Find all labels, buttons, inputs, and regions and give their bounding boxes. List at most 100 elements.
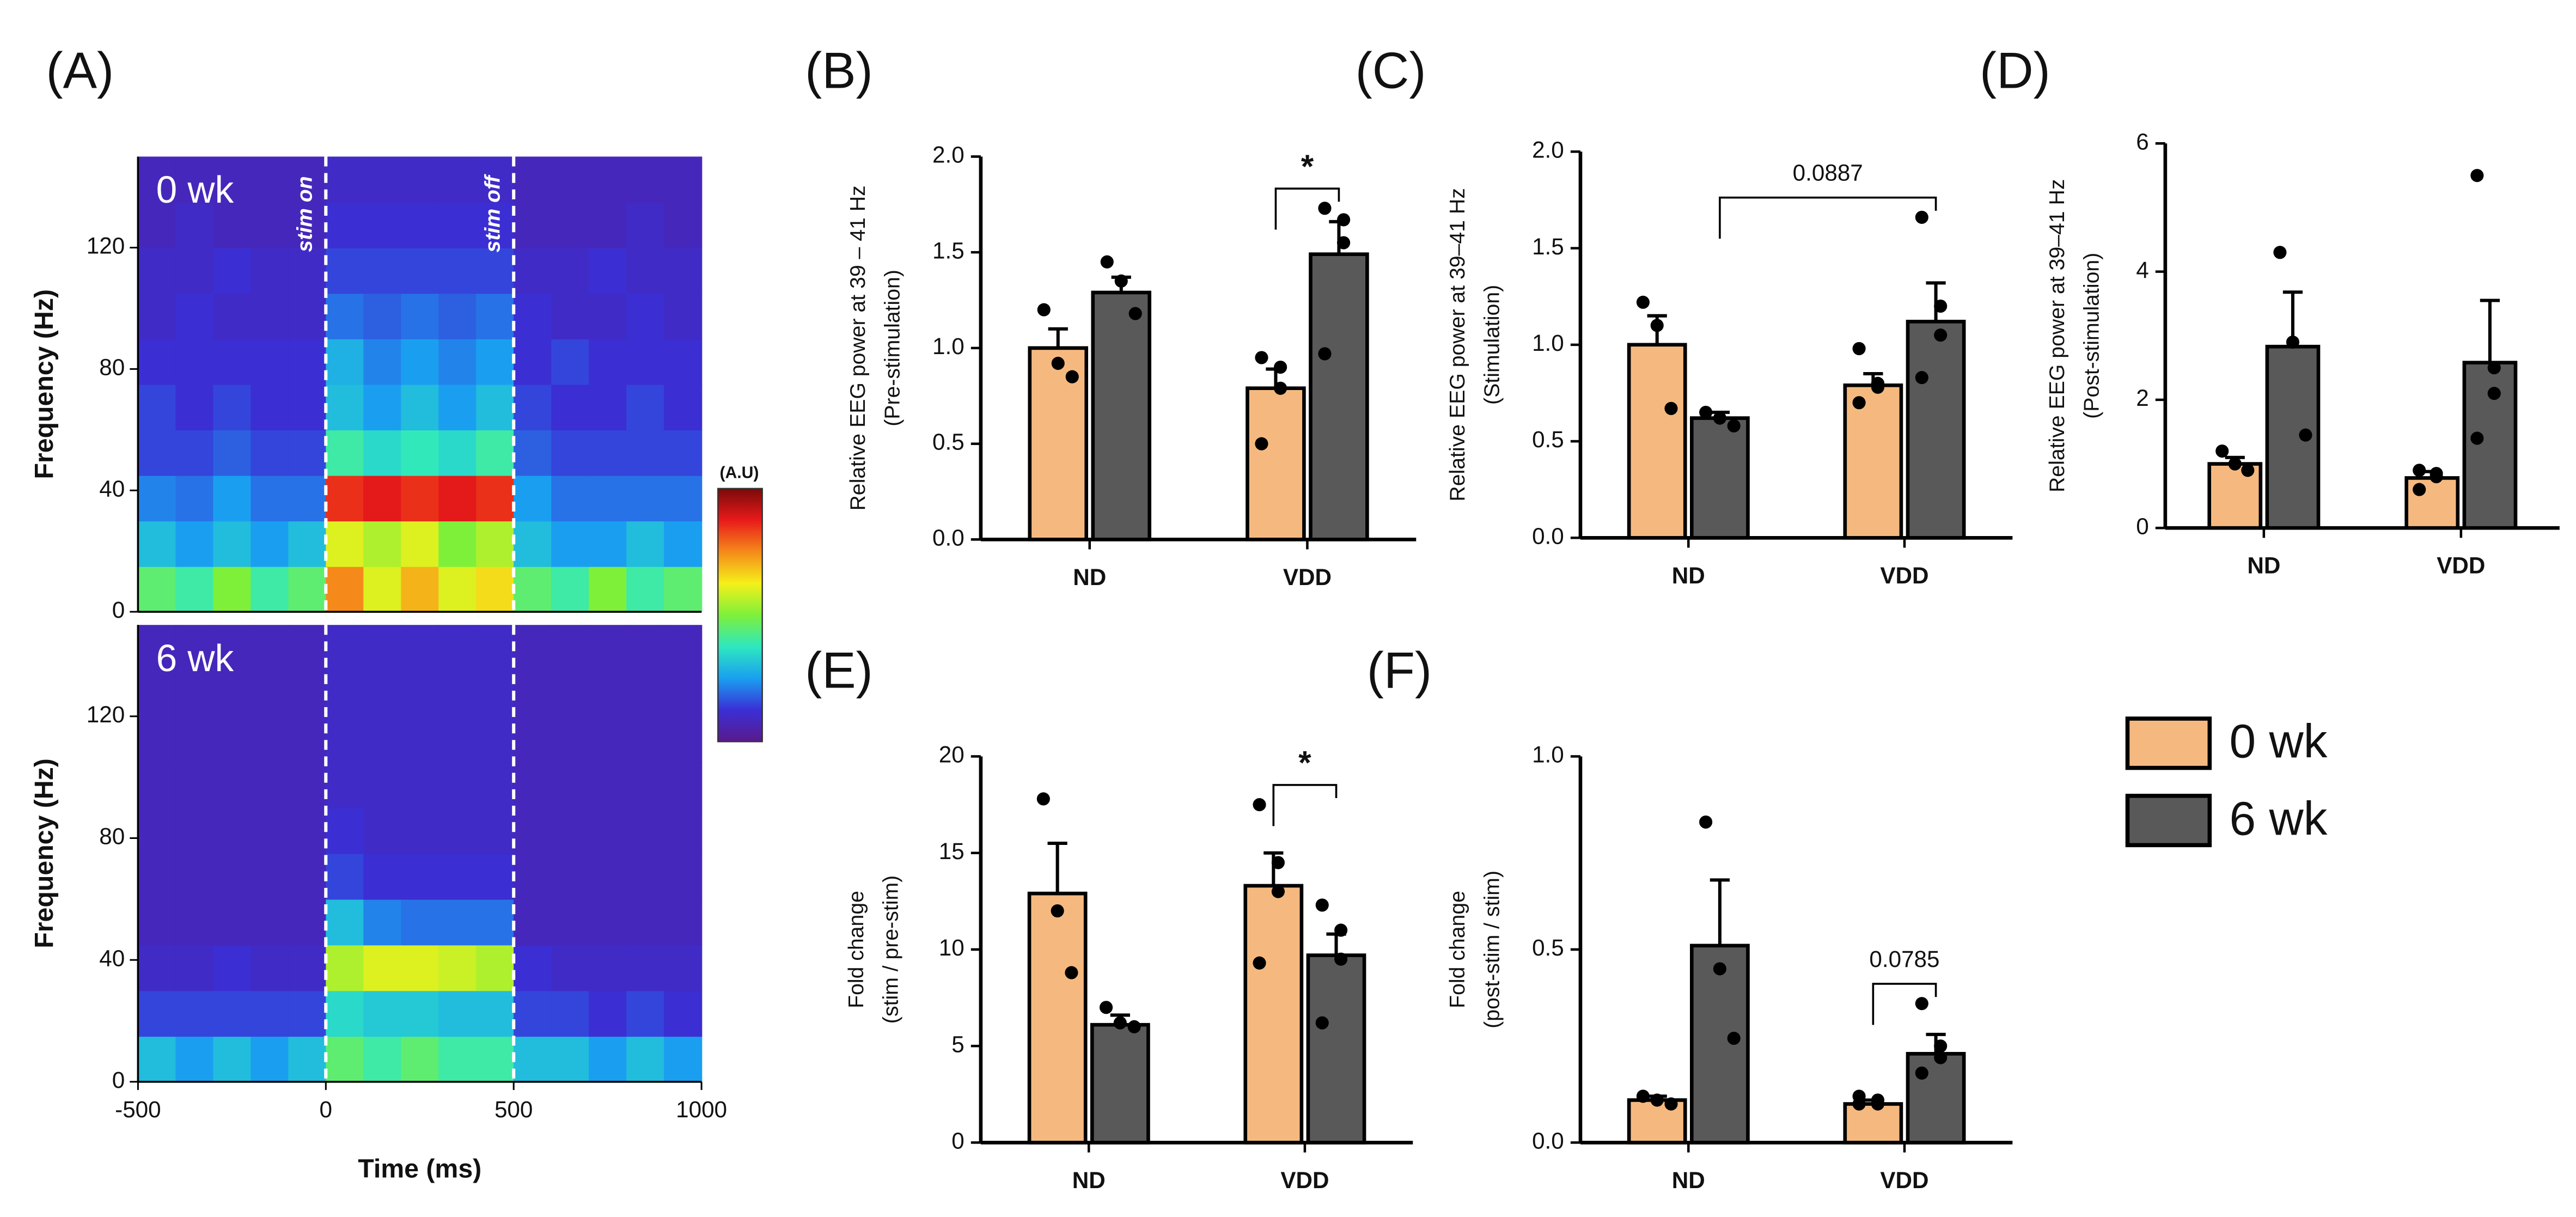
y-axis-label: (Post-stimulation) [2080,253,2103,419]
heat-cell [175,384,214,431]
heat-cell [326,429,364,476]
heat-cell [514,671,552,717]
x-tick-label: ND [1073,564,1106,590]
heat-cell [175,293,214,339]
legend-swatch [2125,794,2212,848]
significance-bracket [1272,784,1338,826]
y-tick-label: 1.5 [932,238,965,263]
data-point [1636,295,1650,309]
heat-cell [476,990,515,1037]
heat-cell [326,475,364,522]
bar [1690,416,1750,540]
y-tick-label: 1.5 [1532,234,1564,259]
heat-cell [401,671,439,717]
bar [2462,361,2518,530]
data-point [2286,335,2300,349]
heat-cell [138,293,176,339]
heat-cell [288,202,327,248]
heat-cell [213,625,252,672]
x-tick-label: 500 [495,1097,533,1122]
heat-cell [363,990,402,1037]
heat-cell [438,202,477,248]
heat-cell [175,156,214,203]
heat-cell [213,247,252,294]
data-point [2487,361,2501,375]
heat-cell [664,247,703,294]
heat-cell [626,293,665,339]
heat-cell [589,338,627,385]
y-tick-label: 2.0 [1532,137,1564,163]
y-tick-label: 0 [112,597,125,623]
heat-cell [138,625,176,672]
heat-cell [551,990,590,1037]
heat-cell [589,762,627,808]
heat-cell [401,475,439,522]
y-tick-label: 0.5 [1532,427,1564,452]
heat-cell [401,625,439,672]
heat-cell [514,247,552,294]
y-tick-label: 20 [939,742,965,768]
heat-cell [401,716,439,763]
heat-cell [626,429,665,476]
data-point [1037,303,1051,317]
heat-cell [401,202,439,248]
x-tick-label: -500 [115,1097,161,1122]
heat-cell [476,156,515,203]
panel-sublabel: 0 wk [156,168,234,211]
heat-cell [213,475,252,522]
heat-cell [438,293,477,339]
heat-cell [626,945,665,991]
heat-cell [476,429,515,476]
heat-cell [626,247,665,294]
heat-cell [175,520,214,567]
heat-cell [401,1036,439,1082]
heat-cell [138,566,176,613]
data-point [2273,246,2287,259]
heat-cell [288,945,327,991]
heat-cell [551,247,590,294]
data-point [1852,342,1866,355]
data-point [1334,952,1348,966]
colorbar [717,488,763,743]
heat-cell [138,156,176,203]
y-tick-label: 4 [2136,257,2148,283]
bar [1627,343,1687,540]
heat-cell [251,520,289,567]
heat-cell [401,429,439,476]
heat-cell [438,625,477,672]
heat-cell [363,384,402,431]
heat-cell [251,625,289,672]
heat-cell [326,990,364,1037]
bar [1246,386,1306,541]
y-axis-label: Fold change [1446,891,1469,1008]
heat-cell [551,384,590,431]
heat-cell [138,716,176,763]
data-point [1253,956,1266,970]
heat-cell [326,716,364,763]
x-axis-label: Time (ms) [358,1154,481,1183]
y-axis-label: Relative EEG power at 39 – 41 Hz [846,185,870,510]
bar [1690,944,1750,1145]
heat-cell [213,899,252,946]
heat-cell [514,475,552,522]
heat-cell [626,566,665,613]
heat-cell [326,671,364,717]
heat-cell [213,384,252,431]
heat-cell [551,475,590,522]
heat-cell [251,293,289,339]
heat-cell [401,899,439,946]
y-tick-label: 80 [99,355,125,380]
legend-label: 0 wk [2230,714,2328,768]
x-tick-label: ND [1672,563,1705,588]
heat-cell [213,202,252,248]
heat-cell [326,566,364,613]
colorbar-label: (A.U) [719,464,759,482]
heat-cell [476,853,515,900]
heat-cell [175,762,214,808]
heat-cell [476,520,515,567]
heat-cell [175,990,214,1037]
y-tick-label: 15 [939,838,965,864]
heat-cell [251,156,289,203]
bar [1309,252,1369,541]
data-point [1051,904,1064,918]
